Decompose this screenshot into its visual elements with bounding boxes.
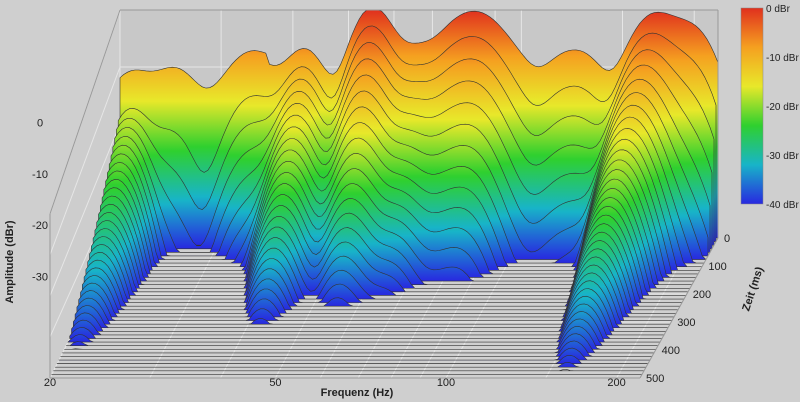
- waterfall-slice: [64, 325, 657, 350]
- time-tick-label: 500: [646, 373, 664, 385]
- frequency-tick-label: 50: [269, 377, 281, 389]
- time-tick-label: 100: [708, 261, 726, 273]
- amplitude-axis-label: Amplitude (dBr): [4, 220, 16, 303]
- colorbar-label: 0 dBr: [766, 4, 791, 15]
- time-tick-label: 400: [662, 345, 680, 357]
- time-axis-label: Zeit (ms): [740, 265, 766, 313]
- waterfall-slice: [60, 340, 653, 357]
- waterfall-slice: [69, 303, 663, 339]
- frequency-tick-label: 100: [437, 377, 455, 389]
- colorbar-label: -40 dBr: [766, 200, 799, 211]
- grid-line: [49, 123, 121, 297]
- waterfall-slice: [67, 311, 661, 343]
- amplitude-tick-label: -10: [32, 169, 48, 181]
- colorbar-label: -30 dBr: [766, 151, 799, 162]
- frequency-axis-label: Frequenz (Hz): [321, 387, 394, 399]
- colorbar-labels: 0 dBr -10 dBr -20 dBr -30 dBr -40 dBr: [766, 4, 799, 211]
- frame-line: [639, 237, 719, 379]
- amplitude-tick-label: -30: [32, 272, 48, 284]
- frame-line: [49, 9, 121, 215]
- colorbar-label: -10 dBr: [766, 53, 799, 64]
- waterfall-slice: [66, 318, 659, 346]
- time-tick-label: 300: [677, 317, 695, 329]
- amplitude-tick-labels: 0 -10 -20 -30: [32, 117, 48, 283]
- time-tick-label: 200: [693, 289, 711, 301]
- waterfall-slice: [61, 333, 655, 354]
- time-tick-label: 0: [724, 233, 730, 245]
- floor-plane: [50, 238, 718, 378]
- colorbar: [740, 7, 764, 205]
- side-wall: [50, 10, 120, 378]
- waterfall-slice: [103, 138, 701, 271]
- amplitude-tick-label: -20: [32, 220, 48, 232]
- waterfall-slices: [50, 9, 719, 379]
- waterfall-slice: [58, 347, 651, 361]
- waterfall-slice: [53, 368, 645, 372]
- waterfall-slice: [56, 354, 649, 364]
- grid-line: [149, 237, 222, 379]
- amplitude-tick-label: 0: [37, 117, 43, 129]
- colorbar-label: -20 dBr: [766, 102, 799, 113]
- frequency-tick-labels: 20 50 100 200: [44, 377, 626, 389]
- grid-line: [49, 66, 121, 256]
- frequency-tick-label: 200: [607, 377, 625, 389]
- waterfall-slice: [101, 149, 699, 275]
- waterfall-slice: [54, 361, 647, 368]
- time-tick-labels: 0 100 200 300 400 500: [646, 233, 730, 385]
- axis-frame: [49, 9, 719, 379]
- frequency-tick-label: 20: [44, 377, 56, 389]
